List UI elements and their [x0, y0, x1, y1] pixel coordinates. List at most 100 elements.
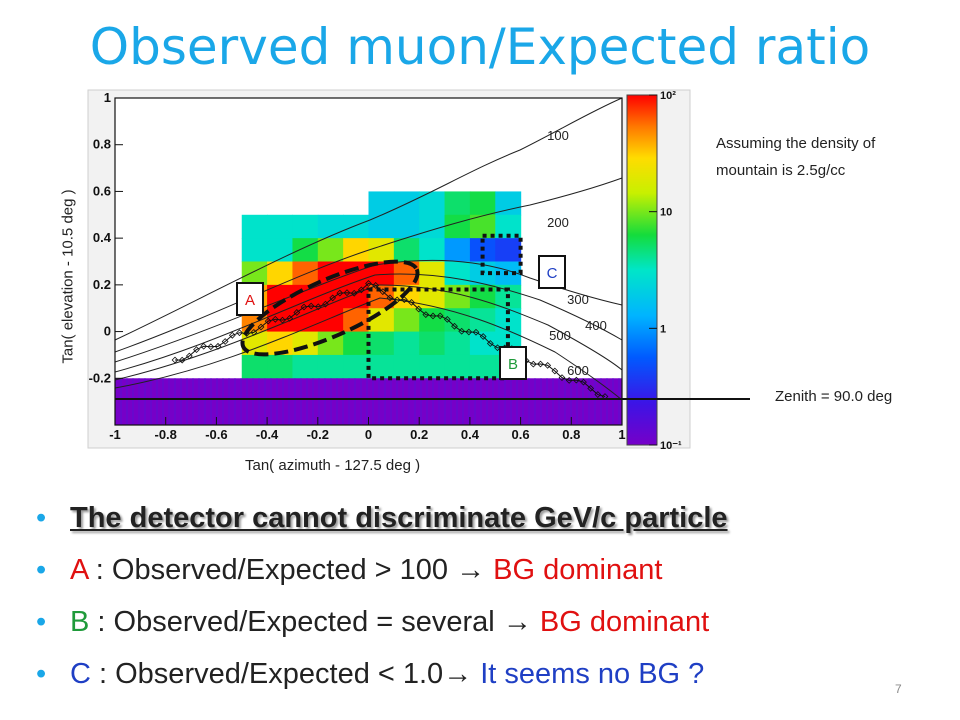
ridge-marker	[322, 300, 329, 308]
contour-line	[114, 177, 623, 353]
x-tick-label: 0.2	[410, 427, 428, 442]
ridge-marker	[594, 391, 602, 398]
y-tick-label: 0	[104, 324, 111, 339]
ridge-marker	[422, 311, 430, 319]
contour-label: 500	[549, 328, 571, 343]
heatmap-cell	[292, 354, 319, 379]
arrow-icon: →	[443, 658, 473, 690]
y-tick-label: 0.4	[93, 230, 112, 245]
heatmap-cell	[368, 261, 395, 286]
heatmap-cell	[317, 261, 344, 286]
ridge-marker	[307, 302, 315, 310]
heatmap-cell	[343, 238, 370, 263]
contour-line	[114, 273, 623, 373]
heatmap-cell	[469, 308, 496, 333]
heatmap-cell	[241, 238, 268, 263]
ridge-marker	[551, 367, 559, 375]
ridge-marker	[443, 315, 451, 323]
ridge-marker	[207, 343, 215, 351]
y-tick-label: 1	[104, 90, 111, 105]
region-b-box	[366, 287, 510, 381]
region-c-label: C	[547, 265, 558, 282]
x-tick-label: 0.4	[461, 427, 480, 442]
ridge-marker	[365, 280, 372, 287]
ridge-marker	[336, 289, 344, 297]
heatmap-cell	[393, 214, 420, 239]
ridge-marker	[193, 346, 200, 353]
x-tick-label: -0.8	[154, 427, 176, 442]
ridge-marker	[601, 393, 609, 400]
ridge-marker	[408, 298, 415, 306]
x-tick-label: -0.2	[307, 427, 329, 442]
colorbar-tick-label: 1	[660, 323, 666, 335]
ridge-marker	[558, 374, 566, 382]
bullet-list: • The detector cannot discriminate GeV/c …	[36, 492, 946, 700]
heatmap-cell	[393, 284, 420, 309]
bullet-text: A	[70, 554, 88, 586]
ridge-marker	[372, 282, 380, 289]
bullet-item: • The detector cannot discriminate GeV/c …	[36, 492, 946, 544]
heatmap-cell	[469, 214, 496, 239]
ridge-marker	[357, 286, 365, 294]
bullet-text: B	[70, 606, 90, 638]
heatmap-cell	[267, 331, 294, 356]
bullet-text: : Observed/Expected = several	[89, 606, 503, 638]
x-tick-label: -0.4	[256, 427, 279, 442]
bullet-dot-icon: •	[36, 606, 47, 638]
zenith-label: Zenith = 90.0 deg	[775, 388, 893, 405]
heatmap-cell	[393, 331, 420, 356]
bullet-dot-icon: •	[36, 658, 47, 690]
heatmap-cell	[444, 191, 471, 216]
ridge-marker	[350, 289, 358, 297]
contour-label: 200	[547, 215, 569, 230]
heatmap-cell	[444, 261, 471, 286]
region-b-label: B	[508, 356, 518, 373]
x-tick-label: 0.6	[512, 427, 530, 442]
heatmap-cell	[469, 191, 496, 216]
x-axis-label: Tan( azimuth - 127.5 deg )	[245, 457, 421, 474]
ridge-marker	[171, 356, 179, 364]
ridge-marker	[228, 331, 236, 339]
y-tick-label: 0.8	[93, 137, 111, 152]
heatmap-cell	[368, 191, 395, 216]
slide-title: Observed muon/Expected ratio	[89, 18, 871, 76]
region-a-label: A	[245, 292, 255, 309]
heatmap-cell	[419, 331, 446, 356]
ridge-marker	[429, 312, 437, 320]
heatmap-cell	[343, 308, 370, 333]
bullet-text: BG dominant	[531, 606, 710, 638]
x-tick-label: -0.6	[205, 427, 227, 442]
heatmap-cell	[419, 214, 446, 239]
ridge-marker	[178, 356, 186, 364]
ridge-marker	[458, 327, 466, 335]
contour-label: 400	[585, 318, 607, 333]
heatmap-cell	[241, 354, 268, 379]
ridge-marker	[544, 361, 552, 369]
contour-line	[114, 297, 623, 401]
bullet-text: C	[70, 658, 91, 690]
ridge-marker	[565, 376, 573, 384]
ridge-marker	[200, 342, 208, 350]
heatmap-cell	[317, 354, 344, 379]
region-b-label-box	[499, 346, 527, 380]
region-a-label-box	[236, 282, 264, 316]
heatmap-cell	[368, 331, 395, 356]
heatmap-cell	[419, 261, 446, 286]
x-tick-label: -1	[109, 427, 121, 442]
heatmap-cell	[317, 331, 344, 356]
ridge-marker	[329, 294, 337, 302]
heatmap-cell	[444, 354, 471, 379]
bullet-text: It seems no BG ?	[472, 658, 705, 690]
heatmap-cell	[393, 308, 420, 333]
heatmap-cell	[419, 191, 446, 216]
y-axis-label: Tan( elevation - 10.5 deg )	[59, 189, 77, 364]
ridge-marker	[314, 303, 322, 311]
ridge-marker	[580, 378, 587, 386]
bullet-dot-icon: •	[36, 502, 47, 534]
heatmap-cell	[469, 354, 496, 379]
ridge-marker	[264, 317, 272, 325]
ridge-marker	[379, 288, 387, 296]
contour-line	[114, 259, 623, 363]
bullet-text: : Observed/Expected > 100	[87, 554, 457, 586]
region-c-box	[480, 233, 523, 276]
